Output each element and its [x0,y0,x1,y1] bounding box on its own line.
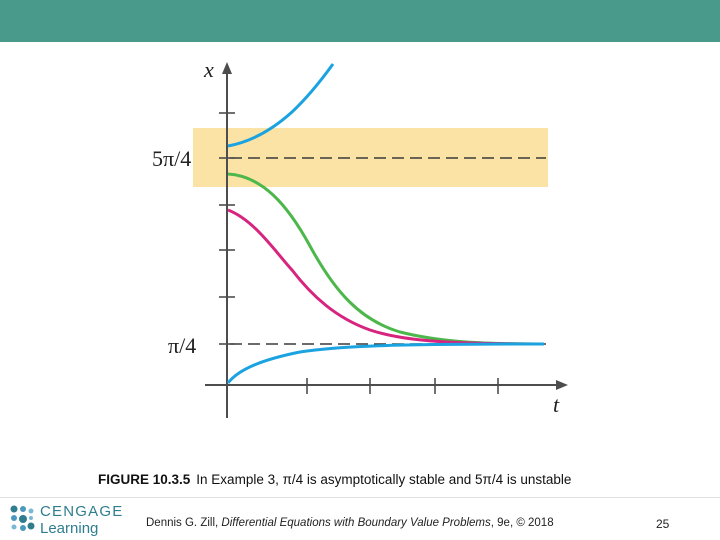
citation-edition: , 9e, © 2018 [490,517,554,529]
header-bar [0,0,720,42]
citation-title: Differential Equations with Boundary Val… [221,517,491,529]
x-axis-label: t [553,392,560,417]
solution-curve-magenta [227,208,545,346]
y-axis-label: x [203,57,214,82]
page-number: 25 [656,517,670,531]
lower-equilibrium-label: π/4 [168,333,196,358]
x-axis-arrow [556,380,568,390]
logo-text-cengage: CENGAGE [40,503,124,520]
solution-curve-green [227,172,545,346]
solution-curve-top [227,63,335,148]
cengage-dot-logo-icon [10,505,35,531]
phase-portrait-figure: x t 5π/4 π/4 [152,57,568,418]
figure-caption: FIGURE 10.3.5 In Example 3, π/4 is asympt… [98,472,658,487]
citation: Dennis G. Zill, Differential Equations w… [146,517,554,529]
solution-curve-bottom [226,342,545,384]
y-axis-ticks [219,112,235,345]
x-axis-ticks [306,378,499,394]
footer-divider [0,497,720,498]
figure-caption-text: In Example 3, π/4 is asymptotically stab… [196,472,572,487]
logo-text-learning: Learning [40,520,99,537]
y-axis-arrow [222,62,232,74]
citation-author: Dennis G. Zill, [146,517,222,529]
upper-equilibrium-label: 5π/4 [152,146,191,171]
cengage-learning-logo: CENGAGE Learning [8,503,128,539]
header-bar-fill [0,0,720,42]
figure-caption-label: FIGURE 10.3.5 [98,472,191,487]
